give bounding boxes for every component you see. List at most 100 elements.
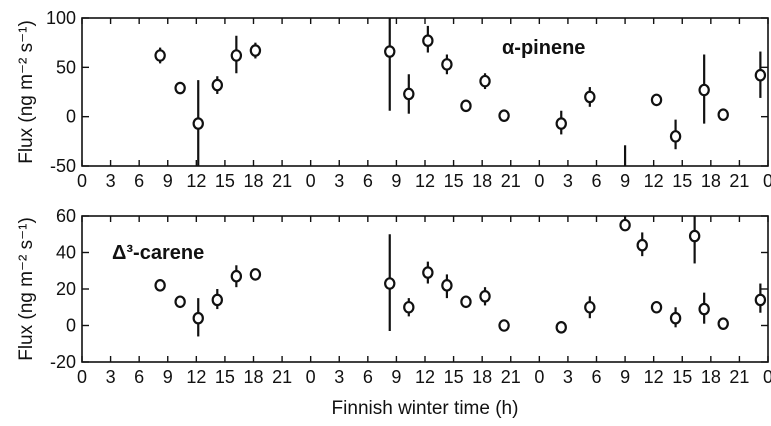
delta3-carene-data-point — [460, 295, 472, 309]
alpha-pinene-data-point — [422, 34, 434, 47]
alpha-pinene-x-tick-label: 3 — [106, 171, 116, 191]
delta3-carene-data-point — [230, 269, 243, 283]
alpha-pinene-data-point — [192, 117, 204, 130]
alpha-pinene-data-point — [403, 87, 415, 101]
delta3-carene-data-point — [555, 321, 567, 334]
delta3-carene-data-point — [688, 229, 701, 243]
alpha-pinene-data-point — [669, 130, 682, 143]
delta3-carene-x-tick-label: 12 — [186, 367, 206, 387]
alpha-pinene-data-point — [154, 49, 166, 62]
delta3-carene-x-tick-label: 9 — [620, 367, 630, 387]
alpha-pinene-x-tick-label: 6 — [363, 171, 373, 191]
alpha-pinene-data-point — [584, 90, 596, 104]
delta3-carene-x-tick-label: 12 — [415, 367, 435, 387]
alpha-pinene-data-point — [650, 93, 663, 107]
alpha-pinene-x-tick-label: 18 — [472, 171, 492, 191]
alpha-pinene-data-point — [754, 68, 767, 82]
delta3-carene-x-tick-label: 9 — [391, 367, 401, 387]
alpha-pinene-y-ticks: -50 0 50 100 — [46, 8, 768, 176]
delta3-carene-x-tick-label: 12 — [644, 367, 664, 387]
alpha-pinene-x-tick-label: 12 — [644, 171, 664, 191]
delta3-carene-y-tick-label: 60 — [56, 206, 76, 226]
delta3-carene-data-point — [249, 268, 262, 281]
alpha-pinene-x-tick-label: 21 — [729, 171, 749, 191]
alpha-pinene-x-tick-label: 21 — [501, 171, 521, 191]
alpha-pinene-data-point — [249, 44, 262, 57]
alpha-pinene-x-tick-label: 18 — [701, 171, 721, 191]
delta3-carene-y-tick-label: 20 — [56, 279, 76, 299]
delta3-carene-data-point — [422, 266, 434, 279]
alpha-pinene-x-tick-label: 12 — [186, 171, 206, 191]
delta3-carene-x-tick-label: 21 — [272, 367, 292, 387]
delta3-carene-x-tick-label: 6 — [363, 367, 373, 387]
delta3-carene-x-tick-label: 21 — [729, 367, 749, 387]
delta3-carene-x-tick-label: 15 — [444, 367, 464, 387]
delta3-carene-x-tick-label: 0 — [306, 367, 316, 387]
delta3-carene-data-point — [650, 300, 663, 314]
alpha-pinene-x-tick-label: 15 — [215, 171, 235, 191]
delta3-carene-x-tick-label: 3 — [106, 367, 116, 387]
delta3-carene-data-point — [619, 218, 631, 232]
alpha-pinene-data-point — [211, 78, 223, 92]
delta3-carene-x-tick-label: 6 — [134, 367, 144, 387]
alpha-pinene-x-ticks: 0 3 6 9 12 15 18 21 0 3 6 9 12 15 18 21 0 3 6 9 12 15 18 21 0 — [77, 18, 771, 191]
alpha-pinene-x-tick-label: 12 — [415, 171, 435, 191]
alpha-pinene-data-point — [717, 108, 729, 121]
delta3-carene-data-point — [441, 279, 453, 292]
alpha-pinene-data-point — [498, 109, 510, 122]
alpha-pinene-data-points — [154, 18, 767, 166]
delta3-carene-x-tick-label: 0 — [77, 367, 87, 387]
delta3-carene-data-point — [754, 293, 767, 307]
alpha-pinene-x-tick-label: 0 — [763, 171, 771, 191]
delta3-carene-data-point — [584, 300, 596, 314]
alpha-pinene-x-tick-label: 0 — [306, 171, 316, 191]
delta3-carene-x-tick-label: 0 — [763, 367, 771, 387]
delta3-carene-y-tick-label: 40 — [56, 243, 76, 263]
alpha-pinene-data-point — [174, 81, 186, 95]
delta3-carene-x-tick-label: 15 — [215, 367, 235, 387]
alpha-pinene-x-tick-label: 9 — [163, 171, 173, 191]
alpha-pinene-x-tick-label: 6 — [134, 171, 144, 191]
delta3-carene-y-ticks: -20 0 20 40 60 — [50, 206, 768, 372]
alpha-pinene-x-tick-label: 15 — [444, 171, 464, 191]
delta3-carene-x-tick-label: 18 — [472, 367, 492, 387]
delta3-carene-data-point — [174, 295, 186, 309]
alpha-pinene-data-point — [230, 49, 243, 62]
alpha-pinene-data-point — [555, 117, 567, 130]
alpha-pinene-panel-title: α-pinene — [502, 37, 585, 59]
alpha-pinene-x-tick-label: 0 — [534, 171, 544, 191]
delta3-carene-data-point — [636, 238, 648, 252]
delta3-carene-x-tick-label: 6 — [591, 367, 601, 387]
alpha-pinene-data-point — [384, 45, 396, 58]
delta3-carene-data-point — [698, 302, 710, 316]
delta3-carene-x-tick-label: 15 — [672, 367, 692, 387]
alpha-pinene-x-tick-label: 18 — [243, 171, 263, 191]
alpha-pinene-x-tick-label: 3 — [334, 171, 344, 191]
alpha-pinene-x-tick-label: 0 — [77, 171, 87, 191]
delta3-carene-y-tick-label: -20 — [50, 352, 76, 372]
delta3-carene-x-ticks: 0 3 6 9 12 15 18 21 0 3 6 9 12 15 18 21 0 3 6 9 12 15 18 21 0 — [77, 216, 771, 387]
alpha-pinene-data-point — [441, 58, 453, 71]
x-axis-label: Finnish winter time (h) — [332, 398, 519, 419]
delta3-carene-y-axis-label: Flux (ng m⁻² s⁻¹) — [16, 217, 37, 361]
alpha-pinene-y-tick-label: 50 — [56, 57, 76, 77]
delta3-carene-plot-frame — [81, 215, 769, 363]
alpha-pinene-x-tick-label: 6 — [591, 171, 601, 191]
delta3-carene-x-tick-label: 9 — [163, 367, 173, 387]
alpha-pinene-x-tick-label: 15 — [672, 171, 692, 191]
alpha-pinene-data-point — [698, 83, 710, 97]
delta3-carene-data-point — [192, 311, 204, 325]
delta3-carene-data-point — [669, 311, 682, 325]
delta3-carene-data-point — [717, 317, 729, 330]
alpha-pinene-x-tick-label: 9 — [620, 171, 630, 191]
delta3-carene-x-tick-label: 3 — [334, 367, 344, 387]
delta3-carene-panel-title: Δ³-carene — [112, 242, 204, 264]
alpha-pinene-y-tick-label: -50 — [50, 156, 76, 176]
alpha-pinene-y-axis-label: Flux (ng m⁻² s⁻¹) — [16, 20, 37, 164]
delta3-carene-y-tick-label: 0 — [66, 316, 76, 336]
alpha-pinene-x-tick-label: 21 — [272, 171, 292, 191]
delta3-carene-x-tick-label: 0 — [534, 367, 544, 387]
